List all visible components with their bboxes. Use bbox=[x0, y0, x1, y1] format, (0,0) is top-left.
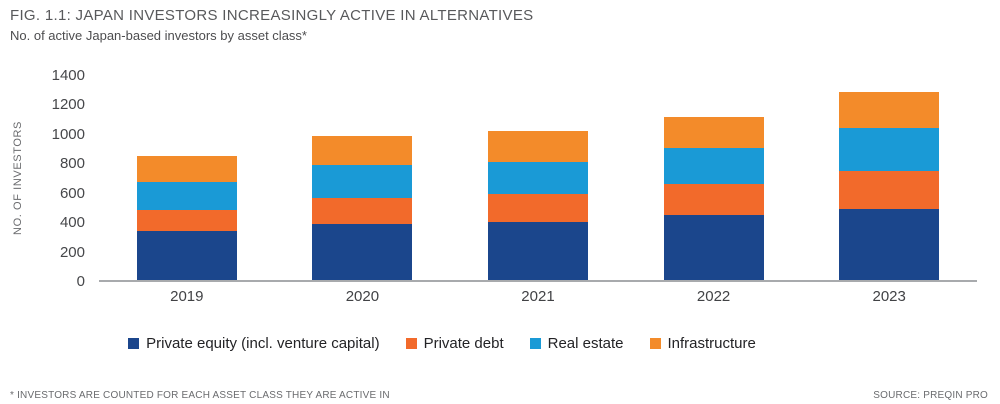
bar-slot-2019 bbox=[99, 76, 275, 280]
bar-2021 bbox=[487, 131, 588, 280]
y-tick-label: 0 bbox=[76, 273, 85, 290]
x-axis-label: 2021 bbox=[521, 288, 555, 305]
figure-subtitle: No. of active Japan-based investors by a… bbox=[10, 28, 307, 43]
bar-segment bbox=[839, 171, 940, 210]
bar-segment bbox=[312, 165, 413, 199]
x-axis-label: 2022 bbox=[696, 288, 731, 305]
y-tick-label: 600 bbox=[59, 184, 85, 202]
bar-segment bbox=[136, 182, 237, 211]
bar-slot-2022 bbox=[626, 76, 802, 280]
legend-swatch bbox=[529, 338, 541, 349]
bar-slot-2021 bbox=[450, 76, 626, 280]
bar-segment bbox=[839, 128, 940, 172]
legend-swatch bbox=[405, 338, 417, 349]
x-axis-label: 2020 bbox=[345, 288, 380, 305]
legend-item: Infrastructure bbox=[649, 334, 756, 353]
bar-segment bbox=[839, 91, 940, 129]
legend-label: Infrastructure bbox=[667, 335, 756, 352]
bar-segment bbox=[663, 184, 764, 215]
figure-title: FIG. 1.1: JAPAN INVESTORS INCREASINGLY A… bbox=[10, 7, 534, 24]
bar-segment bbox=[487, 221, 588, 280]
legend-swatch bbox=[128, 338, 140, 349]
y-tick-label: 1000 bbox=[51, 125, 85, 143]
y-tick-label: 800 bbox=[59, 155, 85, 173]
bar-2019 bbox=[136, 156, 237, 280]
bar-segment bbox=[136, 231, 237, 280]
x-axis-label: 2019 bbox=[170, 288, 204, 305]
bar-segment bbox=[136, 210, 237, 232]
bar-2022 bbox=[663, 116, 764, 280]
bar-segment bbox=[487, 162, 588, 194]
bar-segment bbox=[136, 156, 237, 183]
bar-slot-2020 bbox=[275, 76, 451, 280]
legend-label: Real estate bbox=[547, 335, 624, 352]
legend-item: Private equity (incl. venture capital) bbox=[128, 334, 380, 353]
x-axis-label: 2023 bbox=[872, 288, 906, 305]
legend-item: Private debt bbox=[405, 334, 504, 353]
bar-2023 bbox=[839, 91, 940, 280]
bar-segment bbox=[312, 198, 413, 225]
legend-label: Private equity (incl. venture capital) bbox=[146, 335, 380, 352]
y-tick-label: 1400 bbox=[51, 67, 85, 84]
bar-segment bbox=[487, 193, 588, 222]
y-axis-ticks: 0 200 400 600 800 1000 1200 1400 bbox=[0, 67, 85, 290]
bar-2020 bbox=[312, 135, 413, 280]
bar-segment bbox=[312, 135, 413, 166]
bar-segment bbox=[839, 209, 940, 280]
y-tick-label: 400 bbox=[59, 214, 85, 232]
bar-slot-2023 bbox=[801, 76, 977, 280]
legend-item: Real estate bbox=[529, 334, 624, 353]
plot-area bbox=[99, 76, 977, 282]
y-tick-label: 200 bbox=[59, 243, 85, 261]
legend-label: Private debt bbox=[423, 335, 504, 352]
bar-segment bbox=[487, 131, 588, 163]
legend-swatch bbox=[649, 338, 661, 349]
bar-segment bbox=[663, 116, 764, 149]
x-axis-labels: 2019 2020 2021 2022 2023 bbox=[99, 288, 977, 305]
legend: Private equity (incl. venture capital) Pr… bbox=[0, 334, 884, 353]
y-tick-label: 1200 bbox=[51, 96, 85, 114]
bar-segment bbox=[663, 214, 764, 280]
bar-segment bbox=[663, 148, 764, 185]
source-label: SOURCE: PREQIN PRO bbox=[873, 390, 988, 401]
bar-segment bbox=[312, 224, 413, 280]
footnote: * INVESTORS ARE COUNTED FOR EACH ASSET C… bbox=[10, 390, 390, 401]
